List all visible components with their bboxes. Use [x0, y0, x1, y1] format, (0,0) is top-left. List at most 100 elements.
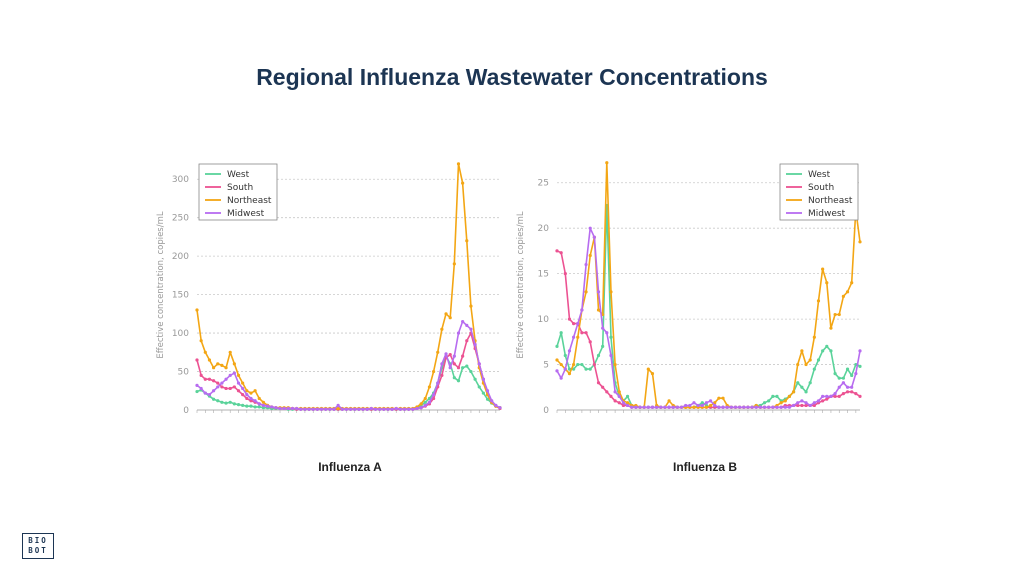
data-point-west [833, 372, 837, 376]
data-point-midwest [717, 405, 721, 409]
data-point-west [456, 379, 461, 383]
data-point-midwest [696, 403, 700, 408]
data-point-south [617, 401, 621, 405]
legend-label-west: West [808, 170, 831, 180]
data-point-midwest [357, 407, 361, 411]
y-tick-label: 50 [178, 368, 190, 378]
data-point-midwest [738, 405, 742, 409]
data-point-west [808, 381, 812, 385]
data-point-south [220, 385, 224, 389]
data-point-northeast [796, 362, 800, 367]
data-point-south [592, 362, 596, 367]
influenza-a-plot: 0 50 100 150 200 250 300 Effective concentratio… [156, 162, 502, 416]
data-point-midwest [829, 394, 833, 398]
data-point-midwest [779, 405, 783, 409]
data-point-midwest [771, 405, 775, 409]
data-point-midwest [324, 407, 328, 411]
data-point-midwest [605, 331, 609, 335]
data-point-south [596, 381, 601, 385]
data-point-midwest [742, 405, 746, 409]
data-point-west [775, 394, 779, 398]
data-point-south [232, 385, 236, 389]
data-point-midwest [646, 405, 650, 409]
data-point-midwest [576, 322, 580, 326]
data-point-midwest [659, 405, 663, 409]
data-point-midwest [477, 362, 481, 366]
data-point-northeast [261, 400, 266, 404]
data-point-west [858, 364, 862, 368]
data-point-midwest [800, 399, 804, 403]
data-point-south [461, 354, 465, 358]
data-point-midwest [692, 401, 696, 405]
data-point-west [601, 344, 605, 348]
data-point-midwest [465, 323, 469, 327]
legend-label-south: South [227, 183, 253, 193]
data-point-northeast [804, 362, 808, 367]
data-point-south [580, 331, 584, 335]
data-point-south [241, 393, 245, 397]
data-point-northeast [588, 253, 592, 258]
data-point-midwest [436, 381, 440, 385]
data-point-midwest [253, 399, 257, 403]
data-point-midwest [638, 405, 642, 409]
data-point-west [452, 376, 456, 380]
data-point-northeast [203, 350, 207, 354]
data-point-midwest [303, 407, 307, 411]
data-point-midwest [775, 405, 779, 409]
data-point-west [572, 367, 576, 371]
data-point-west [576, 362, 580, 367]
data-point-south [236, 389, 241, 393]
data-point-northeast [717, 396, 721, 400]
data-point-west [423, 400, 427, 404]
data-point-south [841, 392, 845, 396]
data-point-midwest [427, 400, 432, 404]
data-point-midwest [415, 406, 419, 411]
data-point-south [456, 366, 461, 370]
data-point-south [796, 403, 800, 408]
data-point-midwest [390, 407, 394, 411]
data-point-midwest [791, 403, 796, 408]
data-point-midwest [858, 349, 862, 353]
data-point-midwest [473, 343, 477, 347]
data-point-northeast [336, 406, 340, 411]
data-point-northeast [469, 304, 473, 308]
y-tick-label: 15 [538, 270, 549, 280]
data-point-midwest [837, 385, 841, 389]
data-point-northeast [232, 362, 236, 366]
data-point-west [555, 344, 559, 348]
data-point-midwest [402, 407, 407, 411]
y-tick-label: 300 [172, 175, 189, 185]
data-point-south [195, 358, 199, 362]
data-point-midwest [290, 406, 295, 411]
legend-label-midwest: Midwest [227, 209, 265, 219]
data-point-west [461, 366, 465, 370]
data-point-midwest [245, 393, 249, 397]
data-point-south [601, 385, 605, 389]
data-point-midwest [850, 385, 854, 389]
data-point-midwest [419, 406, 423, 410]
data-point-midwest [270, 405, 274, 409]
data-point-south [207, 377, 212, 381]
data-point-northeast [220, 363, 224, 367]
data-point-northeast [704, 405, 709, 409]
data-point-northeast [692, 405, 696, 409]
data-point-south [228, 386, 232, 391]
data-point-midwest [440, 362, 444, 366]
data-point-midwest [307, 407, 311, 411]
data-point-northeast [207, 358, 212, 362]
data-point-south [812, 403, 816, 408]
data-point-northeast [212, 366, 216, 370]
data-point-midwest [353, 407, 357, 411]
y-tick-label: 0 [543, 406, 549, 416]
data-point-midwest [733, 405, 738, 409]
data-point-northeast [195, 308, 199, 312]
data-point-midwest [588, 226, 592, 230]
data-point-midwest [232, 371, 236, 375]
data-point-northeast [800, 349, 804, 353]
data-point-midwest [220, 381, 224, 385]
legend-label-northeast: Northeast [808, 196, 853, 206]
data-point-west [195, 389, 199, 394]
data-point-south [224, 386, 228, 391]
data-point-northeast [783, 399, 787, 403]
y-tick-label: 150 [172, 291, 189, 301]
